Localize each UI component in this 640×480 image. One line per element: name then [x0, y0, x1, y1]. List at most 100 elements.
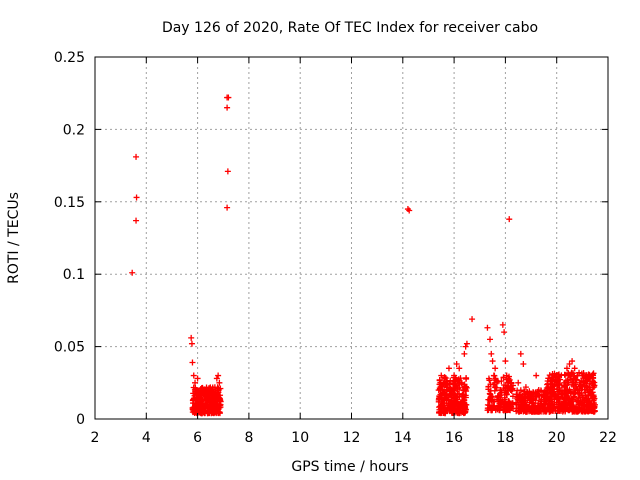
- data-point: [214, 405, 221, 412]
- data-point: [209, 385, 216, 392]
- data-point: [514, 387, 521, 394]
- data-point: [189, 359, 196, 366]
- data-point: [503, 391, 510, 398]
- data-point: [530, 389, 537, 396]
- data-point: [462, 406, 469, 413]
- x-tick-label: 14: [394, 430, 412, 446]
- data-point: [484, 324, 491, 331]
- chart-title: Day 126 of 2020, Rate Of TEC Index for r…: [162, 20, 538, 36]
- data-point: [133, 194, 140, 201]
- data-point: [517, 405, 524, 412]
- data-point: [492, 365, 499, 372]
- data-point: [557, 376, 564, 383]
- data-point: [484, 401, 491, 408]
- data-point: [506, 216, 513, 223]
- data-point: [198, 398, 205, 405]
- data-point: [558, 372, 565, 379]
- data-point: [438, 372, 445, 379]
- data-point: [499, 321, 506, 328]
- data-point: [590, 408, 597, 415]
- data-point: [197, 399, 204, 406]
- y-tick-label: 0.2: [63, 122, 85, 138]
- data-point: [553, 379, 560, 386]
- data-point: [545, 404, 552, 411]
- data-point: [502, 387, 509, 394]
- data-point: [569, 407, 576, 414]
- grid: [95, 57, 608, 419]
- data-point: [517, 350, 524, 357]
- x-axis-title: GPS time / hours: [291, 459, 408, 475]
- data-point: [577, 397, 584, 404]
- data-point: [576, 401, 583, 408]
- data-point: [579, 372, 586, 379]
- data-point: [563, 365, 570, 372]
- data-point: [203, 384, 210, 391]
- data-point: [458, 403, 465, 410]
- data-point: [448, 398, 455, 405]
- data-point: [225, 94, 232, 101]
- data-point: [439, 390, 446, 397]
- data-point: [189, 406, 196, 413]
- data-point: [436, 376, 443, 383]
- data-point: [194, 375, 201, 382]
- x-tick-label: 20: [548, 430, 566, 446]
- data-point: [576, 379, 583, 386]
- data-point: [206, 403, 213, 410]
- data-point: [456, 365, 463, 372]
- data-point: [507, 387, 514, 394]
- data-point: [587, 384, 594, 391]
- data-point: [558, 394, 565, 401]
- data-point: [509, 393, 516, 400]
- data-point: [435, 387, 442, 394]
- data-point: [445, 365, 452, 372]
- data-point: [563, 391, 570, 398]
- data-point: [463, 375, 470, 382]
- data-point: [404, 206, 411, 213]
- y-axis-ticks: 0 0.05 0.1 0.15 0.2 0.25: [54, 50, 608, 428]
- data-point: [214, 394, 221, 401]
- data-point: [589, 394, 596, 401]
- data-point: [572, 377, 579, 384]
- data-point: [487, 336, 494, 343]
- data-point: [502, 358, 509, 365]
- data-point: [561, 401, 568, 408]
- data-point: [538, 398, 545, 405]
- data-point: [489, 402, 496, 409]
- data-point: [487, 395, 494, 402]
- data-point: [494, 378, 501, 385]
- data-point: [484, 407, 491, 414]
- data-point: [451, 394, 458, 401]
- data-point: [188, 340, 195, 347]
- y-tick-label: 0: [76, 412, 85, 428]
- data-point: [441, 375, 448, 382]
- data-point: [447, 407, 454, 414]
- data-point: [549, 407, 556, 414]
- data-point: [520, 360, 527, 367]
- x-tick-label: 6: [193, 430, 202, 446]
- data-point: [553, 394, 560, 401]
- data-point: [202, 401, 209, 408]
- data-point: [497, 387, 504, 394]
- y-tick-label: 0.15: [54, 195, 85, 211]
- x-tick-label: 16: [445, 430, 463, 446]
- data-point: [533, 372, 540, 379]
- data-point: [448, 391, 455, 398]
- data-point: [513, 401, 520, 408]
- data-point: [224, 104, 231, 111]
- data-point: [195, 405, 202, 412]
- data-point: [496, 406, 503, 413]
- data-point: [440, 379, 447, 386]
- data-point: [191, 400, 198, 407]
- data-point: [188, 334, 195, 341]
- data-point: [493, 384, 500, 391]
- y-tick-label: 0.1: [63, 267, 85, 283]
- data-point: [501, 329, 508, 336]
- data-point: [584, 403, 591, 410]
- data-point: [215, 372, 222, 379]
- data-point: [202, 392, 209, 399]
- data-point: [487, 381, 494, 388]
- data-point: [213, 375, 220, 382]
- x-tick-label: 2: [91, 430, 100, 446]
- data-point: [463, 340, 470, 347]
